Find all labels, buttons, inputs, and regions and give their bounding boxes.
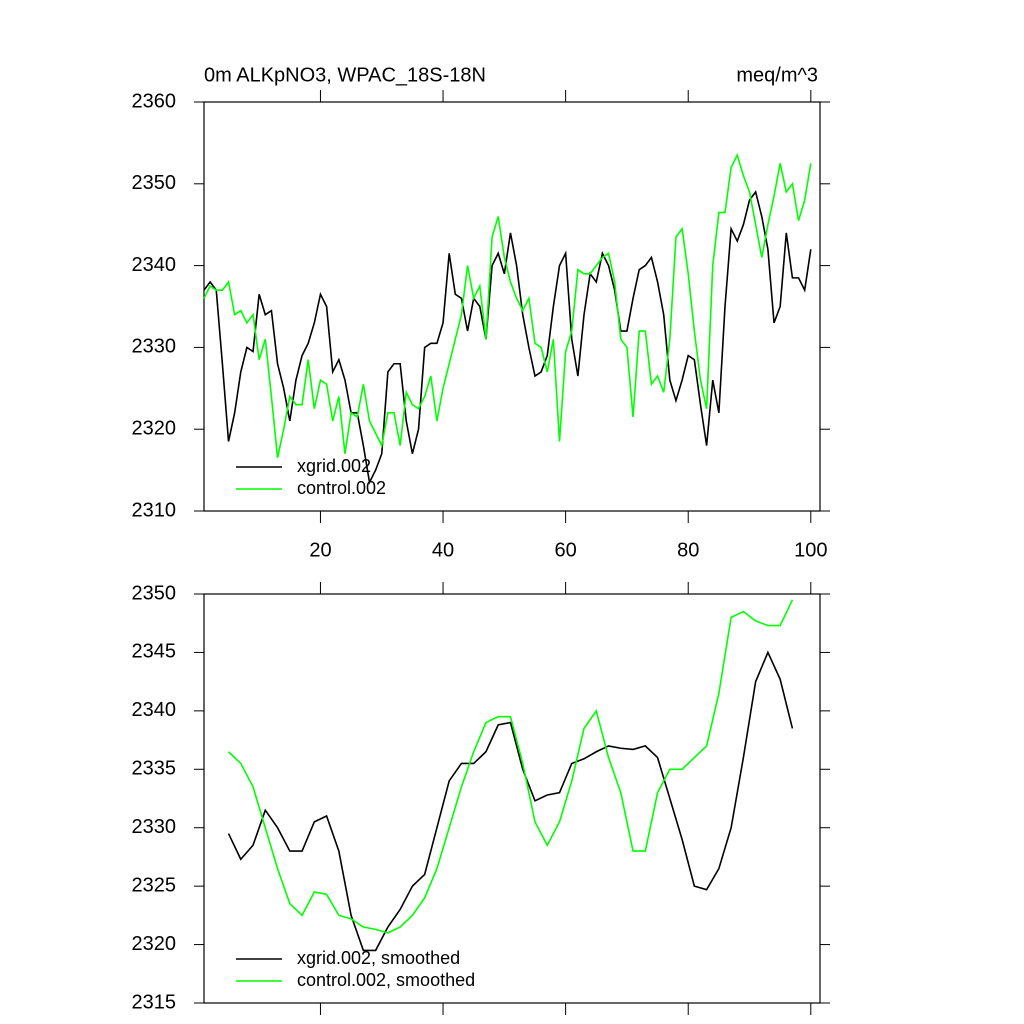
plot-frame — [203, 593, 821, 1004]
legend-label: xgrid.002, smoothed — [297, 948, 460, 968]
plot-frame — [203, 101, 821, 512]
y-tick-label: 2310 — [132, 499, 177, 521]
x-tick-label: 80 — [677, 539, 699, 561]
x-tick-label: 20 — [309, 539, 331, 561]
y-tick-label: 2350 — [132, 172, 177, 194]
legend-label: control.002 — [297, 478, 386, 498]
series-line — [203, 153, 812, 458]
chart-title: 0m ALKpNO3, WPAC_18S-18N — [204, 64, 486, 86]
y-tick-label: 2325 — [132, 874, 177, 896]
y-tick-label: 2345 — [132, 641, 177, 663]
x-tick-label: 100 — [794, 539, 827, 561]
series-line — [203, 190, 812, 485]
y-tick-label: 2315 — [132, 991, 177, 1013]
y-tick-label: 2360 — [132, 90, 177, 112]
y-tick-label: 2320 — [132, 417, 177, 439]
units-label: meq/m^3 — [736, 64, 818, 86]
series-line — [227, 599, 794, 934]
y-tick-label: 2330 — [132, 336, 177, 358]
legend-label: xgrid.002 — [297, 456, 371, 476]
x-tick-label: 60 — [555, 539, 577, 561]
series-line — [227, 650, 794, 952]
y-tick-label: 2320 — [132, 933, 177, 955]
x-tick-label: 40 — [432, 539, 454, 561]
y-tick-label: 2330 — [132, 816, 177, 838]
y-tick-label: 2340 — [132, 699, 177, 721]
y-tick-label: 2350 — [132, 582, 177, 604]
legend-label: control.002, smoothed — [297, 970, 475, 990]
y-tick-label: 2340 — [132, 254, 177, 276]
y-tick-label: 2335 — [132, 758, 177, 780]
